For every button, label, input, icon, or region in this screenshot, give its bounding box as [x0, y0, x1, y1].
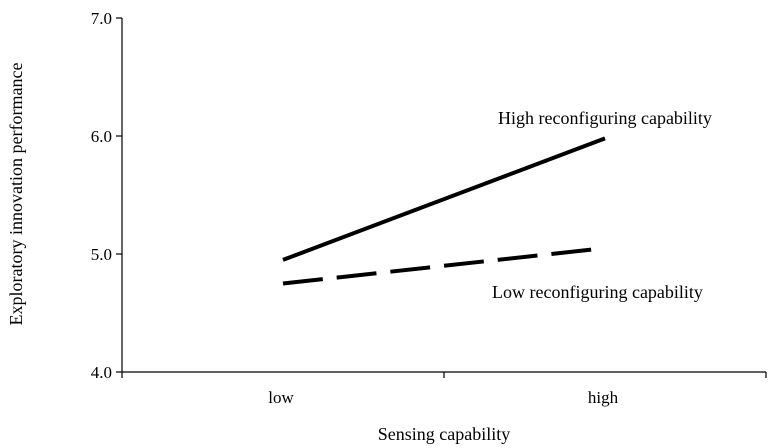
y-axis-title: Exploratory innovation performance — [6, 63, 26, 326]
series-line-high — [282, 136, 606, 262]
y-tick-label: 5.0 — [91, 245, 112, 264]
series-label: Low reconfiguring capability — [492, 282, 703, 302]
x-tick-label: high — [588, 388, 619, 407]
series-label: High reconfiguring capability — [498, 108, 712, 128]
axes — [121, 18, 766, 373]
y-ticks: 4.0 5.0 6.0 7.0 — [91, 9, 122, 382]
x-tick-label: low — [268, 388, 294, 407]
y-tick-label: 6.0 — [91, 127, 112, 146]
series-line-low — [282, 246, 606, 286]
y-tick-label: 4.0 — [91, 363, 112, 382]
x-axis-title: Sensing capability — [378, 424, 510, 444]
y-tick-label: 7.0 — [91, 9, 112, 28]
x-ticks: low high — [121, 372, 767, 407]
series-group: High reconfiguring capability Low reconfi… — [282, 108, 712, 302]
